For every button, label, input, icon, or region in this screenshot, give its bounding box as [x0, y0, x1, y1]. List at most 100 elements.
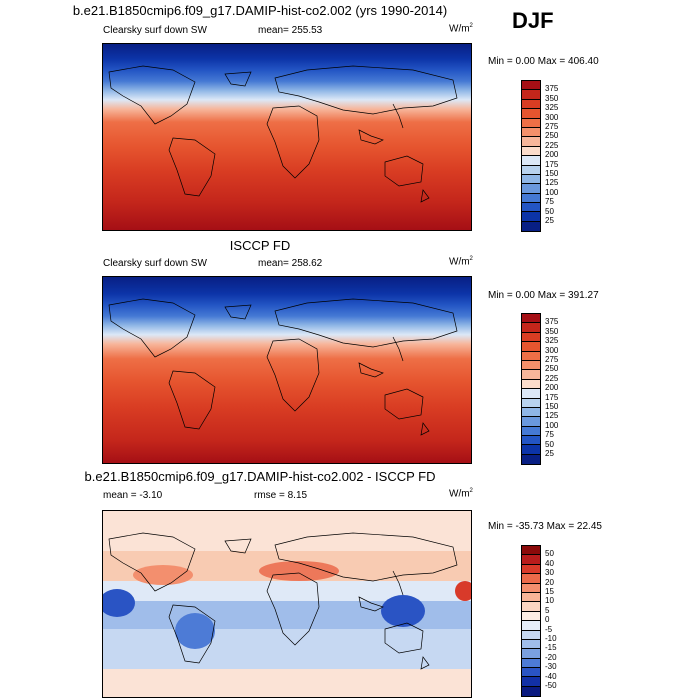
colorbar-swatch	[522, 436, 540, 446]
colorbar-swatch	[522, 677, 540, 687]
panel2-map	[102, 276, 472, 464]
colorbar-swatch	[522, 156, 540, 166]
colorbar-swatch	[522, 174, 540, 185]
panel2-minmax: Min = 0.00 Max = 391.27	[488, 290, 599, 301]
colorbar-swatch	[522, 90, 540, 100]
colorbar-swatch	[522, 602, 540, 612]
panel3-minmax: Min = -35.73 Max = 22.45	[488, 521, 602, 532]
colorbar-level-label: 350	[545, 326, 559, 336]
colorbar-level-label: -10	[545, 634, 557, 643]
colorbar-swatch	[522, 165, 540, 175]
colorbar-swatch	[522, 417, 540, 427]
colorbar-swatch	[522, 370, 540, 380]
colorbar-level-label: 225	[545, 373, 559, 383]
colorbar-swatch	[522, 193, 540, 204]
colorbar-swatch	[522, 555, 540, 565]
colorbar-level-label: 25	[545, 216, 554, 225]
colorbar-level-label: 40	[545, 558, 554, 568]
colorbar-level-label: 30	[545, 568, 554, 578]
panel1-title: b.e21.B1850cmip6.f09_g17.DAMIP-hist-co2.…	[72, 3, 448, 18]
colorbar-level-label: 50	[545, 206, 554, 216]
colorbar-level-label: -15	[545, 643, 557, 653]
colorbar-level-label: 300	[545, 345, 559, 355]
colorbar-level-label: 100	[545, 187, 559, 197]
panel2-colorbar	[521, 313, 541, 466]
panel2-units: W/m2	[449, 256, 473, 268]
colorbar-level-label: 0	[545, 615, 550, 625]
colorbar-swatch	[522, 146, 540, 157]
colorbar-swatch	[522, 212, 540, 222]
colorbar-swatch	[522, 454, 540, 465]
colorbar-level-label: -5	[545, 624, 553, 634]
colorbar-level-label: 50	[545, 549, 554, 559]
colorbar-swatch	[522, 649, 540, 659]
colorbar-level-label: 25	[545, 449, 554, 458]
colorbar-swatch	[522, 564, 540, 575]
colorbar-level-label: 375	[545, 84, 559, 94]
panel2-title: ISCCP FD	[229, 238, 291, 253]
colorbar-level-label: 175	[545, 159, 559, 169]
panel1-minmax: Min = 0.00 Max = 406.40	[488, 56, 599, 67]
colorbar-level-label: 5	[545, 605, 550, 615]
colorbar-swatch	[522, 323, 540, 333]
colorbar-swatch	[522, 360, 540, 371]
colorbar-level-label: 20	[545, 577, 554, 587]
colorbar-swatch	[522, 583, 540, 593]
colorbar-swatch	[522, 379, 540, 390]
colorbar-swatch	[522, 407, 540, 418]
colorbar-swatch	[522, 184, 540, 194]
panel2-variable-label: Clearsky surf down SW	[103, 258, 207, 269]
colorbar-level-label: 200	[545, 150, 559, 160]
colorbar-level-label: 350	[545, 93, 559, 103]
colorbar-level-label: 225	[545, 140, 559, 150]
colorbar-level-label: -50	[545, 681, 557, 690]
colorbar-swatch	[522, 314, 540, 324]
colorbar-level-label: 375	[545, 317, 559, 327]
panel3-colorbar	[521, 545, 541, 698]
colorbar-level-label: 100	[545, 420, 559, 430]
colorbar-swatch	[522, 398, 540, 408]
colorbar-level-label: 150	[545, 169, 559, 178]
colorbar-level-label: 10	[545, 596, 554, 606]
colorbar-level-label: 175	[545, 392, 559, 402]
colorbar-level-label: 15	[545, 587, 554, 596]
colorbar-swatch	[522, 332, 540, 343]
colorbar-swatch	[522, 99, 540, 110]
colorbar-level-label: 250	[545, 131, 559, 141]
panel1-map	[102, 43, 472, 231]
colorbar-swatch	[522, 611, 540, 622]
panel3-map	[102, 510, 472, 698]
colorbar-swatch	[522, 426, 540, 437]
colorbar-level-label: 300	[545, 112, 559, 122]
panel1-mean-label: mean= 255.53	[258, 25, 323, 36]
colorbar-swatch	[522, 81, 540, 91]
colorbar-level-label: 125	[545, 411, 559, 421]
colorbar-swatch	[522, 621, 540, 631]
colorbar-level-label: -40	[545, 671, 557, 681]
colorbar-level-label: 150	[545, 402, 559, 411]
colorbar-swatch	[522, 127, 540, 138]
colorbar-level-label: 125	[545, 178, 559, 188]
colorbar-level-label: 75	[545, 430, 554, 440]
panel3-mean-label: mean = -3.10	[103, 490, 163, 501]
colorbar-swatch	[522, 592, 540, 603]
colorbar-swatch	[522, 389, 540, 399]
colorbar-swatch	[522, 668, 540, 678]
panel1-variable-label: Clearsky surf down SW	[103, 25, 207, 36]
colorbar-swatch	[522, 137, 540, 147]
colorbar-swatch	[522, 546, 540, 556]
colorbar-swatch	[522, 351, 540, 361]
colorbar-level-label: 200	[545, 383, 559, 393]
colorbar-swatch	[522, 630, 540, 640]
colorbar-level-label: 75	[545, 197, 554, 207]
colorbar-level-label: 275	[545, 122, 559, 131]
colorbar-level-label: 275	[545, 355, 559, 364]
panel3-rmse-label: rmse = 8.15	[254, 490, 308, 501]
colorbar-swatch	[522, 445, 540, 455]
colorbar-swatch	[522, 658, 540, 669]
colorbar-swatch	[522, 574, 540, 584]
panel1-units: W/m2	[449, 23, 473, 35]
colorbar-level-label: 250	[545, 364, 559, 374]
colorbar-swatch	[522, 639, 540, 650]
colorbar-level-label: 325	[545, 336, 559, 346]
